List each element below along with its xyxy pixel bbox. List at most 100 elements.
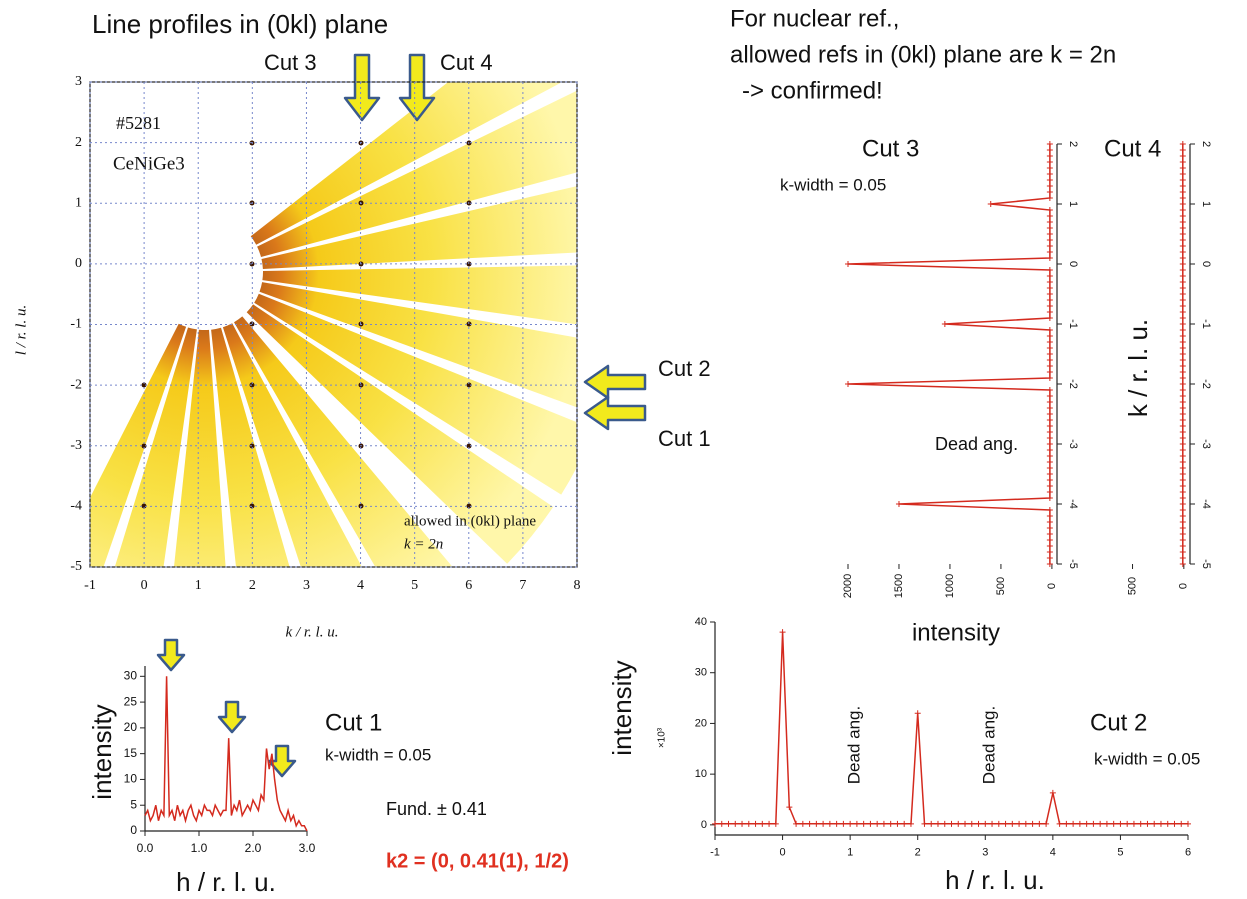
data-marker <box>1179 489 1186 495</box>
data-marker <box>1009 820 1016 827</box>
data-marker <box>1179 405 1186 411</box>
data-marker <box>1179 507 1186 513</box>
y-axis-label: intensity <box>87 704 117 799</box>
cut-arrow <box>343 53 381 122</box>
data-marker <box>1046 411 1053 417</box>
data-marker <box>725 820 732 827</box>
y-tick-label: 2 <box>1200 141 1212 147</box>
data-marker <box>955 820 962 827</box>
data-marker <box>1046 273 1053 279</box>
slide-title: Line profiles in (0kl) plane <box>92 9 388 39</box>
data-marker <box>1179 153 1186 159</box>
data-marker <box>1046 285 1053 291</box>
y-tick-label: -2 <box>1200 379 1212 389</box>
data-line <box>144 676 308 832</box>
note-line: -> confirmed! <box>742 77 883 104</box>
data-marker <box>1046 237 1053 243</box>
bragg-spot <box>141 503 147 509</box>
data-marker <box>1046 165 1053 171</box>
data-marker <box>887 820 894 827</box>
data-marker <box>1046 255 1053 261</box>
data-line <box>847 144 1051 564</box>
y-tick-label: -3 <box>1067 439 1079 449</box>
data-marker <box>1046 543 1053 549</box>
data-marker <box>989 820 996 827</box>
y-tick-label: -5 <box>1200 559 1212 569</box>
data-marker <box>1046 141 1053 147</box>
data-marker <box>1046 393 1053 399</box>
fan-wedge <box>234 316 453 567</box>
y-axis-label: intensity <box>607 660 637 755</box>
x-tick-label: 500 <box>995 577 1007 595</box>
y-tick-label: 15 <box>124 746 138 760</box>
data-marker <box>1046 489 1053 495</box>
data-marker <box>1046 357 1053 363</box>
data-marker <box>1046 213 1053 219</box>
data-marker <box>1179 207 1186 213</box>
data-marker <box>1046 351 1053 357</box>
x-tick-label: 3 <box>982 846 988 858</box>
y-tick-label: 1 <box>1067 201 1079 207</box>
y-tick-label: 30 <box>695 667 707 679</box>
data-marker <box>962 820 969 827</box>
data-marker <box>1063 820 1070 827</box>
data-marker <box>1046 225 1053 231</box>
data-marker <box>1179 225 1186 231</box>
data-marker <box>860 820 867 827</box>
data-marker <box>1179 459 1186 465</box>
data-marker <box>1179 171 1186 177</box>
data-marker <box>1179 501 1186 507</box>
chart-subtitle: k-width = 0.05 <box>780 175 886 194</box>
x-tick-label: 8 <box>574 578 581 593</box>
x-tick-label: 0 <box>780 846 786 858</box>
data-marker <box>1103 820 1110 827</box>
data-marker <box>1046 405 1053 411</box>
y-tick-label: 20 <box>124 720 138 734</box>
data-marker <box>1046 459 1053 465</box>
data-marker <box>786 804 793 811</box>
data-marker <box>766 820 773 827</box>
note-line: For nuclear ref., <box>730 5 899 32</box>
data-marker <box>1046 147 1053 153</box>
data-marker <box>921 820 928 827</box>
data-marker <box>1046 399 1053 405</box>
data-marker <box>1046 417 1053 423</box>
data-marker <box>1179 441 1186 447</box>
y-axis-label: k / r. l. u. <box>1123 319 1153 417</box>
data-marker <box>1179 531 1186 537</box>
data-marker <box>1110 820 1117 827</box>
data-marker <box>806 820 813 827</box>
x-tick-label: 1500 <box>893 574 905 598</box>
fan-wedge <box>173 329 226 567</box>
x-tick-label: 2 <box>249 578 256 593</box>
y-tick-label: -1 <box>70 317 82 332</box>
data-marker <box>1046 435 1053 441</box>
data-marker <box>1046 249 1053 255</box>
data-marker <box>1046 195 1053 201</box>
data-marker <box>745 820 752 827</box>
data-marker <box>928 820 935 827</box>
y-tick-label: -4 <box>1067 499 1079 509</box>
data-marker <box>934 820 941 827</box>
fan-wedge <box>222 323 362 567</box>
data-marker <box>1179 189 1186 195</box>
data-marker <box>941 321 948 327</box>
x-tick-label: 1000 <box>944 574 956 598</box>
data-marker <box>1046 477 1053 483</box>
data-marker <box>1046 303 1053 309</box>
data-marker <box>874 820 881 827</box>
data-marker <box>968 820 975 827</box>
scattering-image <box>90 82 577 567</box>
y-tick-label: 20 <box>695 717 707 729</box>
y-tick-label: 0 <box>130 823 137 837</box>
data-marker <box>1076 820 1083 827</box>
chart-title: Cut 3 <box>862 135 919 162</box>
x-tick-label: 0 <box>1046 583 1058 589</box>
note-line: allowed refs in (0kl) plane are k = 2n <box>730 41 1116 68</box>
data-marker <box>732 820 739 827</box>
x-tick-label: 0 <box>1178 583 1190 589</box>
data-marker <box>907 820 914 827</box>
data-marker <box>867 820 874 827</box>
annotation: k2 = (0, 0.41(1), 1/2) <box>386 850 569 872</box>
data-marker <box>1046 327 1053 333</box>
